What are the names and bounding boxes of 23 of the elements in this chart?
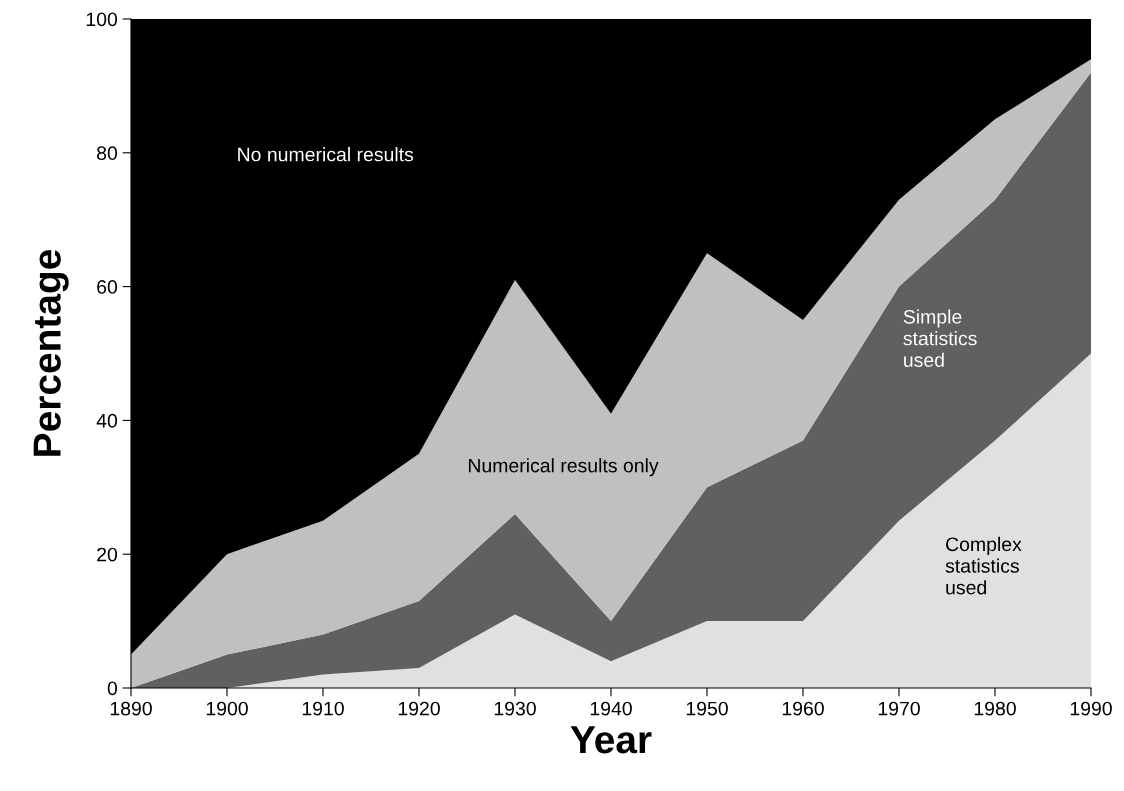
series-label: Simple statistics used bbox=[903, 309, 977, 367]
y-tick-label: 60 bbox=[97, 280, 118, 294]
x-tick-label: 1910 bbox=[302, 701, 344, 716]
y-tick-label: 80 bbox=[97, 146, 118, 161]
x-tick-label: 1950 bbox=[686, 701, 728, 716]
y-tick-label: 40 bbox=[96, 413, 118, 428]
x-tick-label: 1990 bbox=[1070, 701, 1112, 716]
y-tick-label: 0 bbox=[107, 681, 118, 696]
x-tick-label: 1890 bbox=[110, 701, 152, 716]
series-label: Numerical results only bbox=[468, 458, 659, 477]
x-tick-label: 1980 bbox=[974, 701, 1016, 716]
y-tick-label: 20 bbox=[97, 547, 118, 562]
x-tick-label: 1940 bbox=[590, 701, 632, 716]
series-label: Complex statistics used bbox=[945, 536, 1022, 595]
x-tick-label: 1900 bbox=[206, 701, 248, 716]
x-tick-label: 1970 bbox=[878, 701, 920, 716]
x-axis-title: Year bbox=[570, 726, 652, 754]
x-tick-label: 1930 bbox=[494, 701, 536, 716]
x-tick-label: 1960 bbox=[782, 701, 824, 716]
y-tick-label: 100 bbox=[86, 12, 118, 27]
x-tick-label: 1920 bbox=[398, 701, 440, 716]
y-axis-title: Percentage bbox=[33, 249, 69, 456]
series-label: No numerical results bbox=[238, 147, 414, 162]
